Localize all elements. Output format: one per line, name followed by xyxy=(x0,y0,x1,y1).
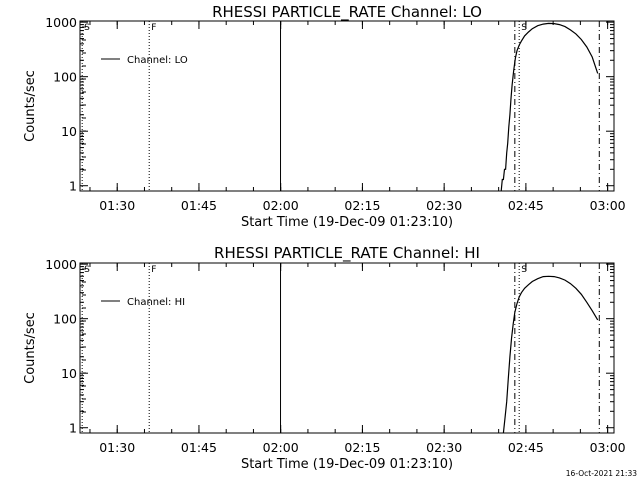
series-line-0 xyxy=(500,22,599,192)
x-tick-label: 02:45 xyxy=(508,198,544,213)
y-tick-label: 100 xyxy=(53,312,77,327)
marker-label: F xyxy=(151,265,156,275)
plot-frame xyxy=(79,20,615,192)
y-tick-label: 1000 xyxy=(45,15,77,30)
y-tick-label: 100 xyxy=(53,70,77,85)
x-axis-label: Start Time (19-Dec-09 01:23:10) xyxy=(241,457,453,472)
chart-title: RHESSI PARTICLE_RATE Channel: HI xyxy=(214,244,480,263)
marker-label: S xyxy=(84,23,90,33)
y-tick-label: 10 xyxy=(61,366,77,381)
y-tick-label: 1 xyxy=(69,179,77,194)
x-tick-label: 01:30 xyxy=(99,440,135,455)
x-tick-label: 01:45 xyxy=(181,198,217,213)
marker-label: F xyxy=(151,23,156,33)
plot-frame xyxy=(79,262,615,434)
x-tick-label: 03:00 xyxy=(590,198,626,213)
series-line-0 xyxy=(502,275,599,434)
chart-panel-hi: RHESSI PARTICLE_RATE Channel: HI Counts/s… xyxy=(23,244,626,472)
x-tick-label: 02:30 xyxy=(426,440,462,455)
timestamp-footer: 16-Oct-2021 21:33 xyxy=(566,469,637,478)
x-tick-label: 01:30 xyxy=(99,198,135,213)
marker-label: S xyxy=(521,265,527,275)
y-axis-label: Counts/sec xyxy=(23,312,38,384)
x-tick-label: 02:00 xyxy=(263,198,299,213)
y-axis-label: Counts/sec xyxy=(23,70,38,142)
x-tick-label: 02:45 xyxy=(508,440,544,455)
chart-panel-lo: RHESSI PARTICLE_RATE Channel: LO Counts/s… xyxy=(23,3,626,230)
x-tick-label: 02:15 xyxy=(344,440,380,455)
y-tick-label: 10 xyxy=(61,124,77,139)
marker-label: S xyxy=(84,265,90,275)
x-tick-label: 01:45 xyxy=(181,440,217,455)
y-tick-label: 1000 xyxy=(45,257,77,272)
chart-title: RHESSI PARTICLE_RATE Channel: LO xyxy=(212,3,482,22)
x-tick-label: 02:30 xyxy=(426,198,462,213)
x-tick-label: 02:15 xyxy=(344,198,380,213)
x-axis-label: Start Time (19-Dec-09 01:23:10) xyxy=(241,215,453,230)
legend-label: Channel: LO xyxy=(127,55,188,66)
x-tick-label: 02:00 xyxy=(263,440,299,455)
x-tick-label: 03:00 xyxy=(590,440,626,455)
legend-label: Channel: HI xyxy=(127,297,185,308)
marker-label: S xyxy=(521,23,527,33)
y-tick-label: 1 xyxy=(69,421,77,436)
